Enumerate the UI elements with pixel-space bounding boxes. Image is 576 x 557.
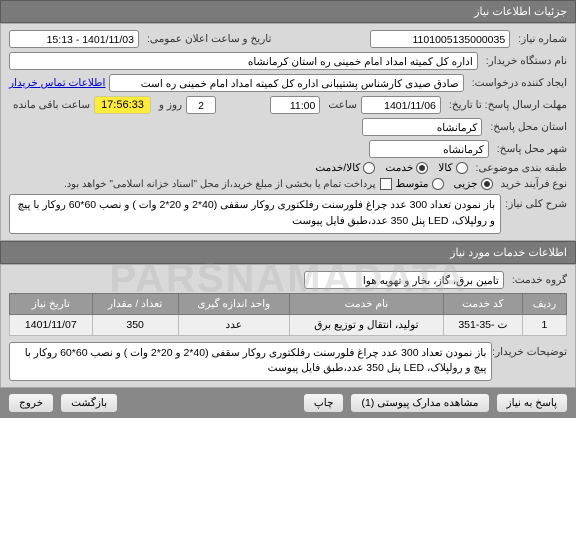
print-button[interactable]: چاپ xyxy=(303,393,345,413)
exit-button[interactable]: خروج xyxy=(8,393,54,413)
services-table: ردیف کد خدمت نام خدمت واحد اندازه گیری ت… xyxy=(9,293,567,336)
label-city: شهر محل پاسخ: xyxy=(493,143,567,155)
radio-goods[interactable] xyxy=(456,162,468,174)
header-service-info: اطلاعات خدمات مورد نیاز xyxy=(0,241,576,264)
footer-toolbar: پاسخ به نیاز مشاهده مدارک پیوستی (1) چاپ… xyxy=(0,388,576,418)
label-creator: ایجاد کننده درخواست: xyxy=(468,77,567,89)
radio-partial[interactable] xyxy=(481,178,493,190)
form-services: گروه خدمت: تامین برق، گاز، بخار و تهویه … xyxy=(0,264,576,389)
td-code: ت -35-351 xyxy=(443,314,522,335)
field-service-group: تامین برق، گاز، بخار و تهویه هوا xyxy=(304,271,504,289)
radio-partial-label: جزیی xyxy=(454,178,478,190)
radio-service[interactable] xyxy=(416,162,428,174)
label-hour: ساعت xyxy=(324,99,357,111)
th-unit: واحد اندازه گیری xyxy=(178,293,289,314)
label-deadline: مهلت ارسال پاسخ: تا تاریخ: xyxy=(445,99,567,111)
radio-medium-label: متوسط xyxy=(396,178,429,190)
field-deadline-date: 1401/11/06 xyxy=(361,96,441,114)
link-contact-info[interactable]: اطلاعات تماس خریدار xyxy=(9,77,105,89)
label-req-no: شماره نیاز: xyxy=(514,33,567,45)
label-pub-date: تاریخ و ساعت اعلان عمومی: xyxy=(143,33,271,45)
back-button[interactable]: بازگشت xyxy=(60,393,118,413)
td-row: 1 xyxy=(522,314,566,335)
label-remaining: ساعت باقی مانده xyxy=(9,99,90,111)
label-treasury-note: پرداخت تمام یا بخشی از مبلغ خرید،از محل … xyxy=(60,179,376,190)
field-days: 2 xyxy=(186,96,216,114)
label-category: طبقه بندی موضوعی: xyxy=(472,162,567,174)
category-radio-group: کالا خدمت کالا/خدمت xyxy=(315,162,467,174)
field-remain-time: 17:56:33 xyxy=(94,96,151,114)
th-qty: تعداد / مقدار xyxy=(92,293,178,314)
process-radio-group: جزیی متوسط xyxy=(396,178,493,190)
field-province: کرمانشاه xyxy=(362,118,482,136)
label-day-and: روز و xyxy=(155,99,182,111)
label-buyer: نام دستگاه خریدار: xyxy=(482,55,567,67)
radio-goods-label: کالا xyxy=(438,162,452,174)
reply-button[interactable]: پاسخ به نیاز xyxy=(496,393,568,413)
td-unit: عدد xyxy=(178,314,289,335)
th-row: ردیف xyxy=(522,293,566,314)
radio-service-label: خدمت xyxy=(385,162,413,174)
label-process: نوع فرآیند خرید xyxy=(497,178,568,190)
td-date: 1401/11/07 xyxy=(10,314,93,335)
header-need-details: جزئیات اطلاعات نیاز xyxy=(0,0,576,23)
radio-medium[interactable] xyxy=(432,178,444,190)
attachments-button[interactable]: مشاهده مدارک پیوستی (1) xyxy=(350,393,489,413)
field-buyer-notes: باز نمودن تعداد 300 عدد چراغ فلورسنت رفل… xyxy=(9,342,492,382)
field-creator: صادق صیدی کارشناس پشتیبانی اداره کل کمیت… xyxy=(109,74,463,92)
field-city: کرمانشاه xyxy=(369,140,489,158)
th-name: نام خدمت xyxy=(289,293,443,314)
th-code: کد خدمت xyxy=(443,293,522,314)
table-row: 1 ت -35-351 تولید، انتقال و توزیع برق عد… xyxy=(10,314,567,335)
radio-both[interactable] xyxy=(363,162,375,174)
field-deadline-time: 11:00 xyxy=(270,96,320,114)
field-pub-date: 1401/11/03 - 15:13 xyxy=(9,30,139,48)
checkbox-treasury[interactable] xyxy=(380,178,392,190)
form-main: شماره نیاز: 1101005135000035 تاریخ و ساع… xyxy=(0,23,576,241)
label-service-group: گروه خدمت: xyxy=(508,274,567,286)
label-province: استان محل پاسخ: xyxy=(486,121,567,133)
label-buyer-notes: توضیحات خریدار: xyxy=(498,342,567,358)
field-req-no: 1101005135000035 xyxy=(370,30,510,48)
td-qty: 350 xyxy=(92,314,178,335)
field-full-desc: باز نمودن تعداد 300 عدد چراغ فلورسنت رفل… xyxy=(9,194,501,234)
td-name: تولید، انتقال و توزیع برق xyxy=(289,314,443,335)
field-buyer: اداره کل کمیته امداد امام خمینی ره استان… xyxy=(9,52,478,70)
radio-both-label: کالا/خدمت xyxy=(315,162,360,174)
label-full-desc: شرح کلی نیاز: xyxy=(507,194,567,210)
th-date: تاریخ نیاز xyxy=(10,293,93,314)
